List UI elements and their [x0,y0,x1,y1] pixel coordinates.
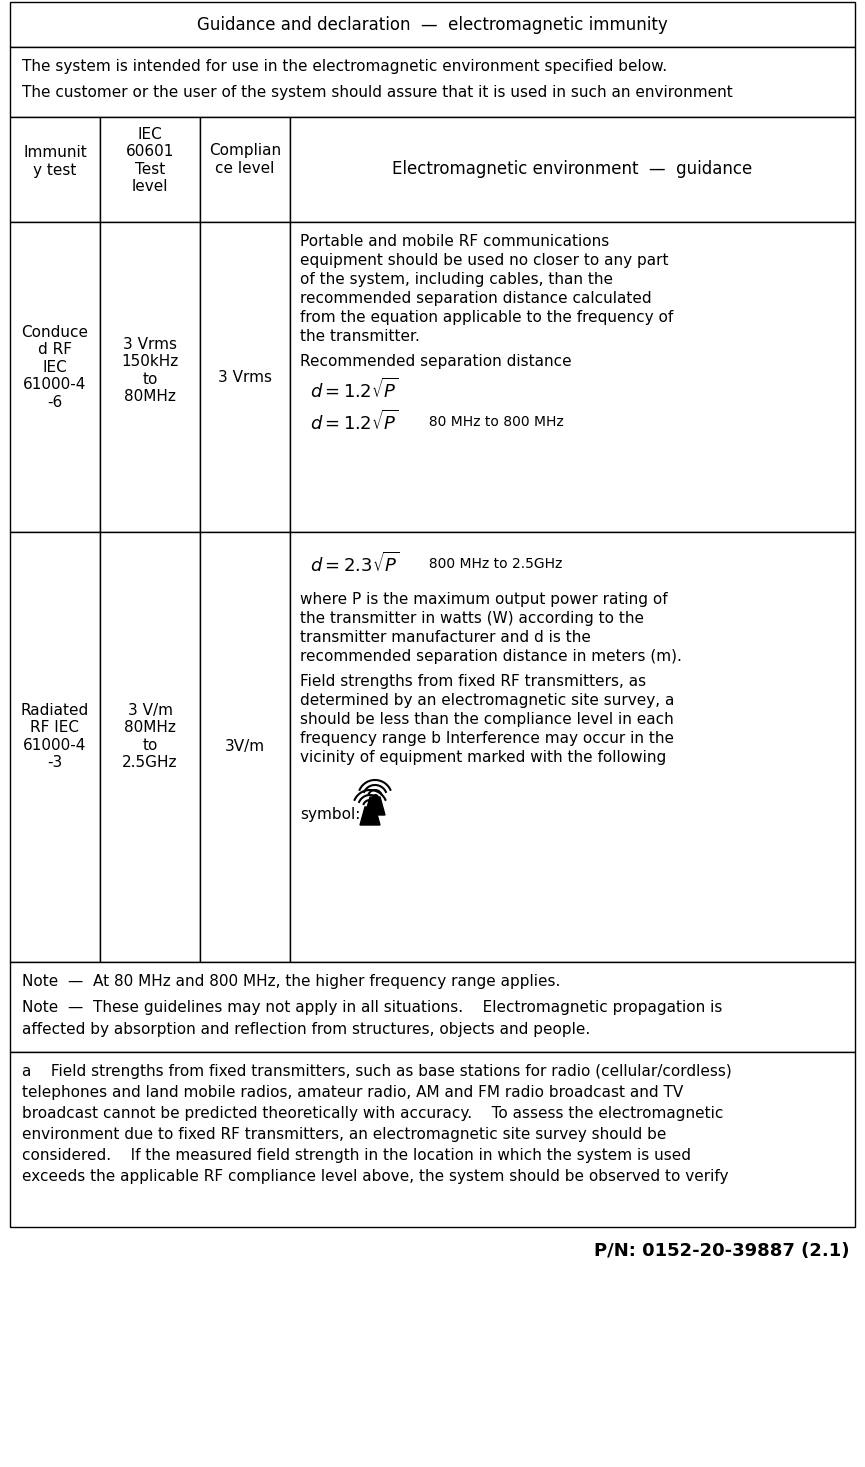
Text: 3V/m: 3V/m [225,739,265,754]
Text: recommended separation distance calculated: recommended separation distance calculat… [300,290,651,307]
Text: 3 Vrms
150kHz
to
80MHz: 3 Vrms 150kHz to 80MHz [121,337,179,405]
Text: considered.    If the measured field strength in the location in which the syste: considered. If the measured field streng… [22,1149,691,1163]
Bar [10,117,100,222]
Bar [200,117,290,222]
Bar [10,962,855,1052]
Bar [200,222,290,533]
Text: Complian
ce level: Complian ce level [209,144,281,176]
Polygon shape [365,797,385,816]
Text: exceeds the applicable RF compliance level above, the system should be observed : exceeds the applicable RF compliance lev… [22,1169,728,1184]
Text: equipment should be used no closer to any part: equipment should be used no closer to an… [300,252,669,268]
Text: The customer or the user of the system should assure that it is used in such an : The customer or the user of the system s… [22,85,733,100]
Bar [10,1052,855,1226]
Bar [200,533,290,962]
Text: Immunit
y test: Immunit y test [23,145,87,178]
Text: Guidance and declaration  —  electromagnetic immunity: Guidance and declaration — electromagnet… [197,16,668,34]
Text: $d = 1.2\sqrt{P}$: $d = 1.2\sqrt{P}$ [310,409,399,434]
Text: Note  —  These guidelines may not apply in all situations.    Electromagnetic pr: Note — These guidelines may not apply in… [22,1000,722,1015]
Text: symbol:: symbol: [300,807,361,822]
Text: telephones and land mobile radios, amateur radio, AM and FM radio broadcast and : telephones and land mobile radios, amate… [22,1086,683,1100]
Bar [10,47,855,117]
Text: Electromagnetic environment  —  guidance: Electromagnetic environment — guidance [393,160,753,179]
Text: $d = 1.2\sqrt{P}$: $d = 1.2\sqrt{P}$ [310,378,399,402]
Text: determined by an electromagnetic site survey, a: determined by an electromagnetic site su… [300,692,675,709]
Text: Field strengths from fixed RF transmitters, as: Field strengths from fixed RF transmitte… [300,673,646,689]
Bar [10,533,100,962]
Text: a    Field strengths from fixed transmitters, such as base stations for radio (c: a Field strengths from fixed transmitter… [22,1064,732,1080]
Text: Portable and mobile RF communications: Portable and mobile RF communications [300,235,609,249]
Bar [100,222,200,533]
Bar [10,1,855,47]
Text: recommended separation distance in meters (m).: recommended separation distance in meter… [300,648,682,665]
Text: frequency range b Interference may occur in the: frequency range b Interference may occur… [300,731,674,747]
Text: vicinity of equipment marked with the following: vicinity of equipment marked with the fo… [300,750,666,764]
Text: affected by absorption and reflection from structures, objects and people.: affected by absorption and reflection fr… [22,1022,590,1037]
Text: transmitter manufacturer and d is the: transmitter manufacturer and d is the [300,629,591,645]
Text: environment due to fixed RF transmitters, an electromagnetic site survey should : environment due to fixed RF transmitters… [22,1127,666,1141]
Polygon shape [360,807,380,824]
Text: 800 MHz to 2.5GHz: 800 MHz to 2.5GHz [420,557,562,571]
Bar [10,222,100,533]
Text: the transmitter in watts (W) according to the: the transmitter in watts (W) according t… [300,610,644,626]
Text: 3 V/m
80MHz
to
2.5GHz: 3 V/m 80MHz to 2.5GHz [122,703,177,770]
Bar [290,117,855,222]
Text: Recommended separation distance: Recommended separation distance [300,354,572,370]
Bar [290,222,855,533]
Text: 3 Vrms: 3 Vrms [218,370,272,384]
Text: should be less than the compliance level in each: should be less than the compliance level… [300,711,674,728]
Text: $d = 2.3\sqrt{P}$: $d = 2.3\sqrt{P}$ [310,552,400,577]
Text: where P is the maximum output power rating of: where P is the maximum output power rati… [300,593,668,607]
Bar [100,533,200,962]
Bar [290,533,855,962]
Bar [100,117,200,222]
Text: of the system, including cables, than the: of the system, including cables, than th… [300,271,613,288]
Text: 80 MHz to 800 MHz: 80 MHz to 800 MHz [420,415,564,428]
Text: The system is intended for use in the electromagnetic environment specified belo: The system is intended for use in the el… [22,59,667,73]
Text: IEC
60601
Test
level: IEC 60601 Test level [125,128,174,194]
Text: Conduce
d RF
IEC
61000-4
-6: Conduce d RF IEC 61000-4 -6 [22,326,88,409]
Text: Radiated
RF IEC
61000-4
-3: Radiated RF IEC 61000-4 -3 [21,703,89,770]
Text: P/N: 0152-20-39887 (2.1): P/N: 0152-20-39887 (2.1) [594,1243,850,1260]
Text: the transmitter.: the transmitter. [300,329,420,343]
Text: broadcast cannot be predicted theoretically with accuracy.    To assess the elec: broadcast cannot be predicted theoretica… [22,1106,723,1121]
Text: Note  —  At 80 MHz and 800 MHz, the higher frequency range applies.: Note — At 80 MHz and 800 MHz, the higher… [22,974,561,989]
Text: from the equation applicable to the frequency of: from the equation applicable to the freq… [300,310,673,326]
